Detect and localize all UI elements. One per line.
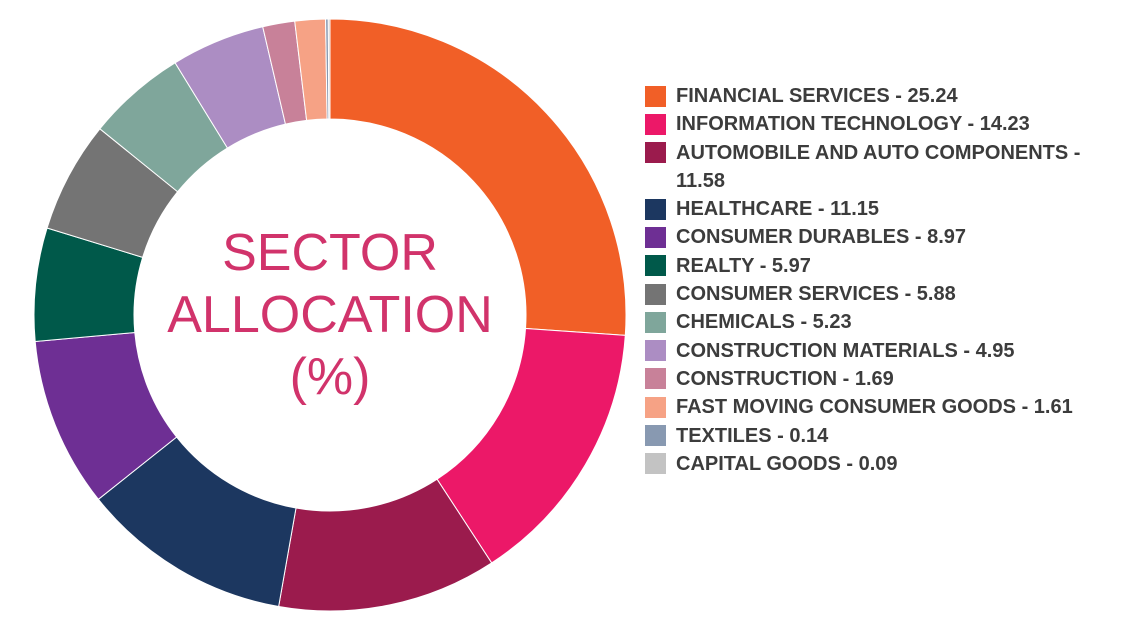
- legend-swatch: [645, 142, 666, 164]
- legend-label: CONSUMER DURABLES - 8.97: [676, 226, 967, 249]
- legend-swatch: [645, 425, 666, 447]
- legend-swatch: [645, 311, 666, 333]
- legend-label: CHEMICALS - 5.23: [676, 311, 852, 334]
- legend-label: AUTOMOBILE AND AUTO COMPONENTS - 11.58: [676, 141, 1081, 192]
- legend-item: CONSTRUCTION - 1.69: [645, 365, 1125, 393]
- chart-legend: FINANCIAL SERVICES - 25.24 INFORMATION TE…: [645, 82, 1125, 478]
- donut-chart: [33, 18, 627, 612]
- legend-swatch: [645, 453, 666, 475]
- legend-label: CAPITAL GOODS - 0.09: [676, 452, 898, 475]
- legend-swatch: [645, 113, 666, 135]
- legend-label: TEXTILES - 0.14: [676, 424, 829, 447]
- legend-swatch: [645, 340, 666, 362]
- legend-label: CONSTRUCTION - 1.69: [676, 367, 894, 390]
- legend-item: FAST MOVING CONSUMER GOODS - 1.61: [645, 393, 1125, 421]
- legend-item: AUTOMOBILE AND AUTO COMPONENTS - 11.58: [645, 139, 1125, 196]
- legend-label: FINANCIAL SERVICES - 25.24: [676, 85, 958, 107]
- legend-item: CONSUMER SERVICES - 5.88: [645, 280, 1125, 308]
- legend-swatch: [645, 255, 666, 277]
- legend-item: TEXTILES - 0.14: [645, 422, 1125, 450]
- legend-item: CHEMICALS - 5.23: [645, 308, 1125, 336]
- legend-item: CONSUMER DURABLES - 8.97: [645, 223, 1125, 251]
- legend-item: CONSTRUCTION MATERIALS - 4.95: [645, 337, 1125, 365]
- legend-swatch: [645, 283, 666, 305]
- slice-financial-services: [329, 18, 627, 336]
- legend-swatch: [645, 198, 666, 220]
- legend-item: FINANCIAL SERVICES - 25.24: [645, 82, 1125, 110]
- slice-capital-goods: [327, 18, 331, 120]
- legend-item: HEALTHCARE - 11.15: [645, 195, 1125, 223]
- legend-label: REALTY - 5.97: [676, 254, 811, 277]
- legend-item: CAPITAL GOODS - 0.09: [645, 450, 1125, 478]
- legend-swatch: [645, 368, 666, 390]
- legend-label: INFORMATION TECHNOLOGY - 14.23: [676, 113, 1030, 136]
- legend-swatch: [645, 396, 666, 418]
- legend-label: CONSUMER SERVICES - 5.88: [676, 283, 956, 306]
- legend-item: REALTY - 5.97: [645, 252, 1125, 280]
- legend-swatch: [645, 226, 666, 248]
- legend-label: CONSTRUCTION MATERIALS - 4.95: [676, 339, 1015, 362]
- legend-item: INFORMATION TECHNOLOGY - 14.23: [645, 110, 1125, 138]
- legend-label: FAST MOVING CONSUMER GOODS - 1.61: [676, 396, 1073, 419]
- legend-label: HEALTHCARE - 11.15: [676, 198, 880, 221]
- legend-swatch: [645, 85, 666, 107]
